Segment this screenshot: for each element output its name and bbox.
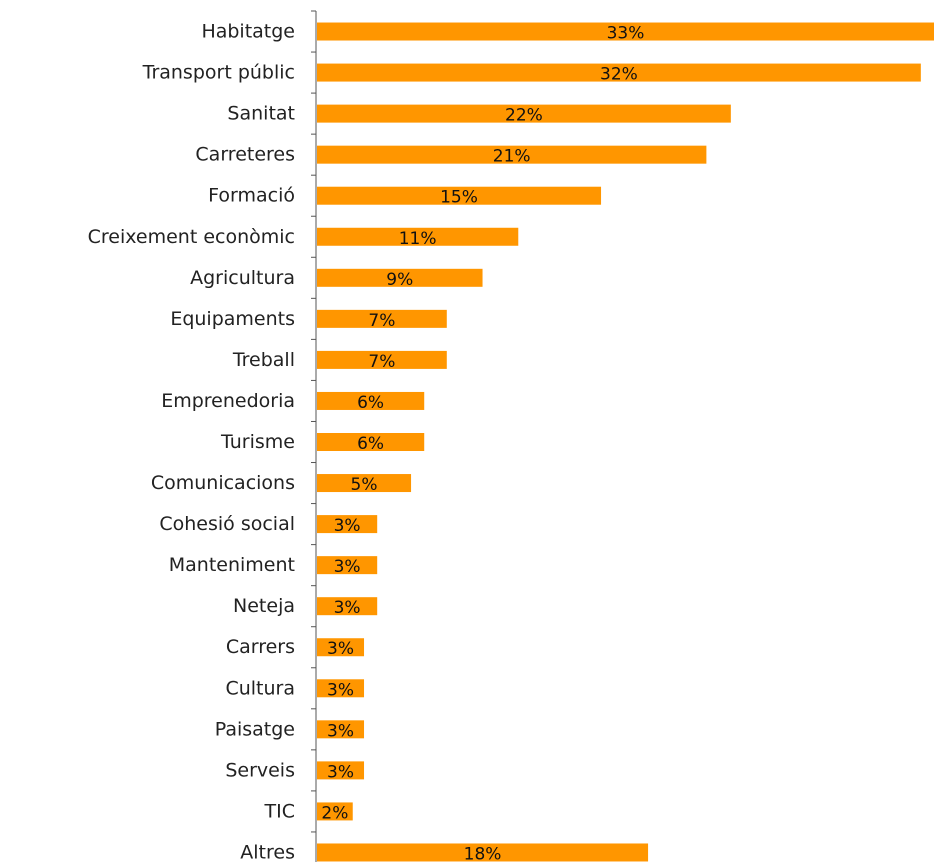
- category-label: Paisatge: [215, 718, 295, 740]
- category-label: Treball: [232, 349, 295, 371]
- bar: [317, 474, 412, 493]
- data-label: 11%: [399, 229, 437, 249]
- category-label: Emprenedoria: [161, 390, 295, 412]
- bar: [317, 843, 649, 862]
- bar: [317, 802, 353, 821]
- bar: [317, 227, 519, 246]
- bar: [317, 22, 934, 41]
- data-label: 6%: [357, 434, 384, 454]
- data-label: 18%: [464, 844, 502, 864]
- data-label: 3%: [334, 557, 361, 577]
- bar: [317, 556, 378, 575]
- data-label: 2%: [321, 803, 348, 823]
- data-label: 15%: [440, 188, 478, 208]
- bar: [317, 679, 365, 698]
- category-label: Cultura: [225, 677, 295, 699]
- category-label: Carreteres: [195, 144, 295, 166]
- category-label: Neteja: [233, 595, 295, 617]
- data-label: 22%: [505, 106, 543, 126]
- data-label: 7%: [368, 311, 395, 331]
- category-label: Equipaments: [170, 308, 295, 330]
- category-label: Sanitat: [227, 103, 295, 125]
- data-label: 5%: [351, 475, 378, 495]
- category-label: Comunicacions: [151, 472, 295, 494]
- bar: [317, 309, 447, 328]
- bar: [317, 391, 425, 410]
- category-label: Creixement econòmic: [88, 226, 295, 248]
- data-label: 6%: [357, 393, 384, 413]
- category-label: Cohesió social: [159, 513, 295, 535]
- bar: [317, 433, 425, 451]
- category-label: Serveis: [225, 759, 295, 781]
- category-label: Carrers: [226, 636, 295, 658]
- data-label: 3%: [334, 598, 361, 618]
- category-label: Manteniment: [169, 554, 295, 576]
- bar: [317, 515, 378, 534]
- bar: [317, 638, 365, 657]
- data-label: 3%: [327, 680, 354, 700]
- data-label: 7%: [368, 352, 395, 372]
- bar: [317, 720, 365, 739]
- bar: [317, 597, 378, 616]
- data-label: 3%: [327, 639, 354, 659]
- bar: [317, 350, 447, 369]
- data-label: 33%: [607, 24, 645, 44]
- data-label: 3%: [327, 721, 354, 741]
- category-label: Habitatge: [201, 21, 295, 43]
- category-label: Transport públic: [142, 62, 295, 84]
- category-label: Formació: [208, 185, 295, 207]
- category-label: Turisme: [220, 431, 295, 453]
- data-label: 9%: [386, 270, 413, 290]
- category-label: Altres: [240, 841, 295, 863]
- bar: [317, 761, 365, 780]
- bar: [317, 268, 483, 287]
- data-label: 32%: [600, 65, 638, 85]
- data-label: 3%: [327, 762, 354, 782]
- category-label: Agricultura: [190, 267, 295, 289]
- bar: [317, 186, 602, 205]
- bar: [317, 145, 707, 164]
- category-label: TIC: [264, 800, 295, 822]
- data-label: 3%: [334, 516, 361, 536]
- bar: [317, 104, 731, 123]
- bar: [317, 63, 921, 82]
- data-label: 21%: [493, 147, 531, 167]
